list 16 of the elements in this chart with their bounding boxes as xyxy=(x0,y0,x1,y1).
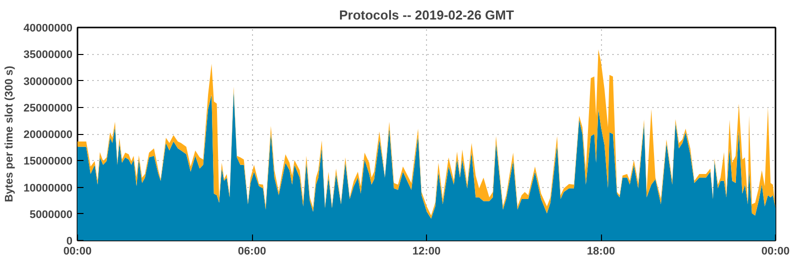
x-tick-label: 12:00 xyxy=(412,246,441,258)
chart-title: Protocols -- 2019-02-26 GMT xyxy=(339,8,514,22)
y-tick-label: 35000000 xyxy=(24,49,73,62)
y-tick-label: 5000000 xyxy=(30,208,73,221)
y-tick-label: 25000000 xyxy=(24,102,73,114)
x-tick-label: 18:00 xyxy=(586,246,616,258)
x-tick-label: 00:00 xyxy=(761,246,790,258)
y-tick-label: 20000000 xyxy=(24,129,73,141)
y-axis-title: Bytes per time slot (300 s) xyxy=(4,66,16,202)
y-tick-label: 30000000 xyxy=(24,76,73,88)
y-tick-label: 10000000 xyxy=(24,182,73,194)
x-tick-label: 00:00 xyxy=(63,246,92,258)
y-tick-label: 0 xyxy=(66,236,73,248)
y-tick-label: 40000000 xyxy=(24,22,73,34)
y-tick-label: 15000000 xyxy=(24,156,73,168)
x-tick-label: 06:00 xyxy=(238,246,266,258)
